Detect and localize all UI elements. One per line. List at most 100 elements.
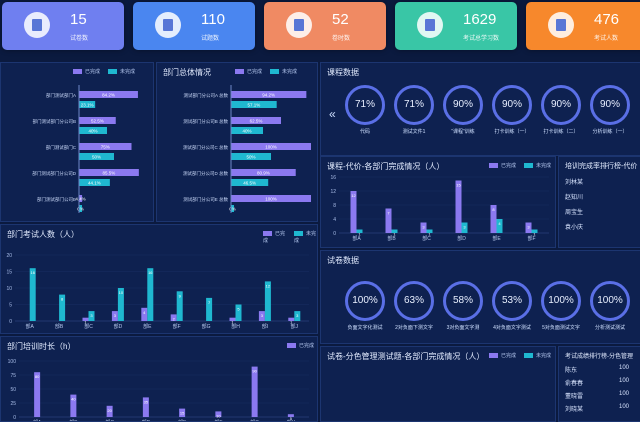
training-rank-panel: 培训完成率排行榜-代价 刘林某 赵知川 周宝生 袁小庆 bbox=[558, 156, 640, 248]
bar-completed bbox=[385, 208, 392, 233]
data-label: 5 bbox=[237, 307, 240, 312]
data-label: 20 bbox=[107, 408, 112, 413]
bar-incomplete bbox=[79, 153, 114, 160]
data-label: 3 bbox=[422, 225, 425, 230]
category-label: 测试部门分公司C 总数 bbox=[183, 144, 228, 151]
bar-completed bbox=[70, 394, 77, 417]
x-tick-label: 部B bbox=[69, 419, 78, 421]
bar-incomplete bbox=[231, 153, 271, 160]
bar-completed bbox=[229, 317, 236, 321]
bar-completed bbox=[251, 366, 258, 417]
ring-value: 63% bbox=[403, 295, 424, 306]
rank-name: 周宝生 bbox=[565, 210, 584, 216]
x-tick-label: 部C bbox=[422, 235, 431, 242]
percent-ring: 53% bbox=[492, 281, 532, 321]
dept-exam-count-chart: 0510152016部A8部B13部C310部D416部E29部F7部G15部H… bbox=[6, 253, 309, 330]
panel-title: 课程-代价-各部门完成情况（人） bbox=[327, 162, 445, 171]
bar-incomplete bbox=[79, 179, 110, 186]
list-icon bbox=[155, 12, 181, 38]
kpi-value: 15 bbox=[70, 11, 87, 28]
data-label: 15 bbox=[180, 411, 185, 416]
kpi-label: 试题数 bbox=[201, 36, 220, 42]
data-label: 5 bbox=[290, 416, 293, 421]
data-label: 1 bbox=[533, 232, 536, 237]
data-label: 0% bbox=[229, 207, 236, 212]
bar-incomplete bbox=[294, 311, 301, 321]
legend: 已完成 bbox=[287, 342, 314, 349]
rank-score: 100 bbox=[619, 404, 630, 410]
ring-value: 90% bbox=[452, 99, 473, 110]
y-tick-label: 75 bbox=[10, 373, 16, 379]
bar-completed bbox=[231, 143, 311, 150]
bar-incomplete bbox=[117, 288, 124, 321]
y-tick-label: 0 bbox=[333, 231, 336, 237]
bar-incomplete bbox=[29, 268, 36, 321]
document-icon bbox=[24, 12, 50, 38]
y-tick-label: 50 bbox=[10, 387, 16, 393]
rank-name: 董晓雷 bbox=[565, 394, 584, 400]
data-label: 57.1% bbox=[247, 103, 260, 108]
x-tick-label: 部F bbox=[173, 323, 181, 330]
ring-value: 53% bbox=[501, 295, 522, 306]
x-tick-label: 部B bbox=[55, 323, 64, 330]
bar-completed bbox=[490, 205, 497, 233]
ring-label: 分析测试测试 bbox=[594, 325, 625, 331]
ring-value: 100% bbox=[548, 295, 574, 306]
category-label: 测试部门分公司D 总数 bbox=[183, 170, 228, 177]
bar-incomplete bbox=[231, 101, 277, 108]
data-label: 12 bbox=[351, 193, 356, 198]
legend-incomplete: 未完成 bbox=[524, 352, 551, 359]
data-label: 46.5% bbox=[243, 181, 256, 186]
y-tick-label: 25 bbox=[10, 401, 16, 407]
bar-completed bbox=[288, 317, 295, 321]
scroll-left-icon[interactable]: « bbox=[329, 107, 336, 121]
ring-value: 100% bbox=[597, 295, 623, 306]
category-label: 部门测试部门A bbox=[46, 92, 76, 99]
bar-completed bbox=[231, 117, 281, 124]
ring-value: 100% bbox=[352, 295, 378, 306]
y-tick-label: 15 bbox=[6, 270, 12, 276]
data-label: 4 bbox=[498, 221, 501, 226]
dept-progress-panel: 已完成 未完成 部门测试部门A 84.2% 23.1% 部门测试部门分公司B 52.5% 4… bbox=[0, 62, 154, 222]
percent-ring: 58% bbox=[443, 281, 483, 321]
y-tick-label: 10 bbox=[6, 286, 12, 292]
ring-label: 负面文字化测试 bbox=[347, 325, 383, 331]
kpi-value: 110 bbox=[201, 11, 225, 28]
panel-title: 试卷-分色管理测试题-各部门完成情况（人） bbox=[327, 352, 485, 361]
ring-value: 90% bbox=[550, 99, 571, 110]
data-label: 44.1% bbox=[88, 181, 101, 186]
bar-completed bbox=[525, 222, 532, 233]
data-label: 84.2% bbox=[102, 93, 115, 98]
data-label: 40 bbox=[71, 397, 76, 402]
x-tick-label: 部B bbox=[387, 235, 396, 242]
kpi-label: 试卷数 bbox=[70, 36, 89, 42]
legend-completed: 已完成 bbox=[73, 68, 100, 75]
kpi-label: 考试总学习数 bbox=[463, 36, 500, 42]
dept-exam-count-panel: 部门考试人数（人） 已完成 未完成 0 5 10 15 20 16 部A 8 部B 1 3 部C 3 10 部… bbox=[0, 224, 318, 334]
bar-completed bbox=[455, 180, 462, 233]
x-tick-label: 部H bbox=[287, 419, 296, 421]
category-label: 部门测试部门分公司B bbox=[32, 118, 76, 125]
bar-completed bbox=[215, 411, 222, 417]
x-tick-label: 部G bbox=[250, 419, 259, 421]
data-label: 3 bbox=[527, 225, 530, 230]
percent-ring: 100% bbox=[541, 281, 581, 321]
bar-completed bbox=[79, 91, 138, 98]
bar-completed bbox=[231, 169, 296, 176]
ring-label: 测试文件1 bbox=[402, 129, 426, 135]
ring-value: 71% bbox=[403, 99, 424, 110]
data-label: 80.9% bbox=[257, 171, 270, 176]
course-data-panel: 课程数据 « 71% 代码 71% 测试文件1 90% “课程”训练 90% 打卡训练（一） 9… bbox=[320, 62, 640, 156]
ring-label: 打卡训练（一） bbox=[494, 129, 530, 135]
dept-training-hours-chart: 0 25 50 75 100 80 部A 40 部B 20 部C 35 部D 15 部E 10部F 90 部G 5部… bbox=[8, 359, 309, 421]
data-label: 3 bbox=[463, 225, 466, 230]
y-tick-label: 4 bbox=[333, 217, 336, 223]
rank-name: 刘晓某 bbox=[565, 407, 584, 413]
data-label: 90 bbox=[252, 369, 257, 374]
x-tick-label: 部A bbox=[33, 419, 42, 421]
x-tick-label: 部J bbox=[291, 323, 299, 330]
bar-incomplete bbox=[206, 297, 213, 321]
percent-ring: 100% bbox=[345, 281, 385, 321]
category-label: 部门测试部门公司E bbox=[37, 196, 76, 203]
